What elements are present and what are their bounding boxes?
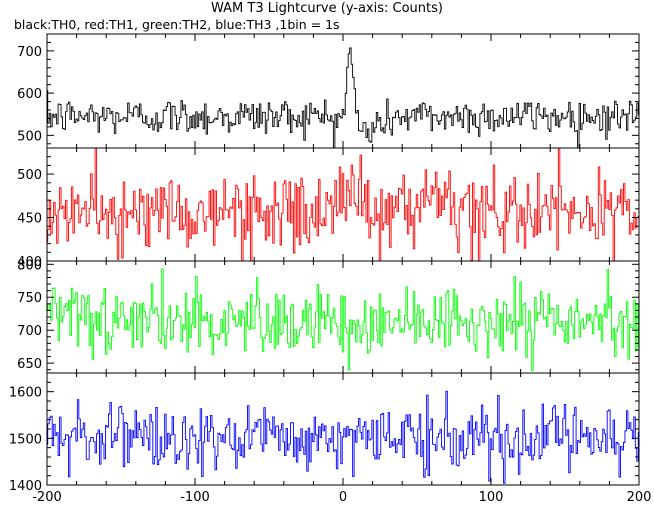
panel-frame-1 — [46, 147, 640, 262]
panel-frame-2 — [46, 260, 640, 374]
x-tick-label: 0 — [339, 490, 347, 505]
y-tick-label: 500 — [17, 168, 42, 183]
series-line-0 — [47, 47, 639, 148]
panel-group: 500 600 700 400 450 500 650 700 750 800 1400 1500 16… — [9, 33, 640, 494]
chart-title: WAM T3 Lightcurve (y-axis: Counts) — [211, 1, 443, 16]
x-tick-label: -100 — [180, 490, 210, 505]
y-tick-label: 700 — [17, 324, 42, 339]
y-tick-label: 450 — [17, 212, 42, 227]
panel-1: 400 450 500 — [17, 147, 640, 270]
y-tick-label: 1400 — [9, 479, 42, 494]
y-tick-label: 800 — [17, 258, 42, 273]
panel-2: 650 700 750 800 — [17, 258, 640, 374]
y-tick-label: 650 — [17, 357, 42, 372]
x-tick-label: 200 — [627, 490, 652, 505]
panel-3: 1400 1500 1600 — [9, 372, 640, 494]
series-line-3 — [47, 390, 639, 484]
y-tick-label: 700 — [17, 45, 42, 60]
series-line-1 — [47, 148, 639, 261]
chart-subtitle: black:TH0, red:TH1, green:TH2, blue:TH3 … — [14, 17, 340, 32]
x-axis: -200 -100 0 100 200 — [32, 490, 651, 505]
y-tick-label: 400 — [17, 255, 42, 270]
y-tick-label: 500 — [17, 129, 42, 144]
x-tick-label: -200 — [32, 490, 62, 505]
y-tick-label: 750 — [17, 291, 42, 306]
y-tick-label: 1600 — [9, 386, 42, 401]
panel-frame-3 — [46, 372, 640, 486]
y-tick-label: 600 — [17, 87, 42, 102]
y-tick-label: 1500 — [9, 432, 42, 447]
series-line-2 — [47, 268, 639, 372]
panel-0: 500 600 700 — [17, 33, 640, 149]
panel-frame-0 — [46, 33, 640, 149]
x-tick-label: 100 — [479, 490, 504, 505]
